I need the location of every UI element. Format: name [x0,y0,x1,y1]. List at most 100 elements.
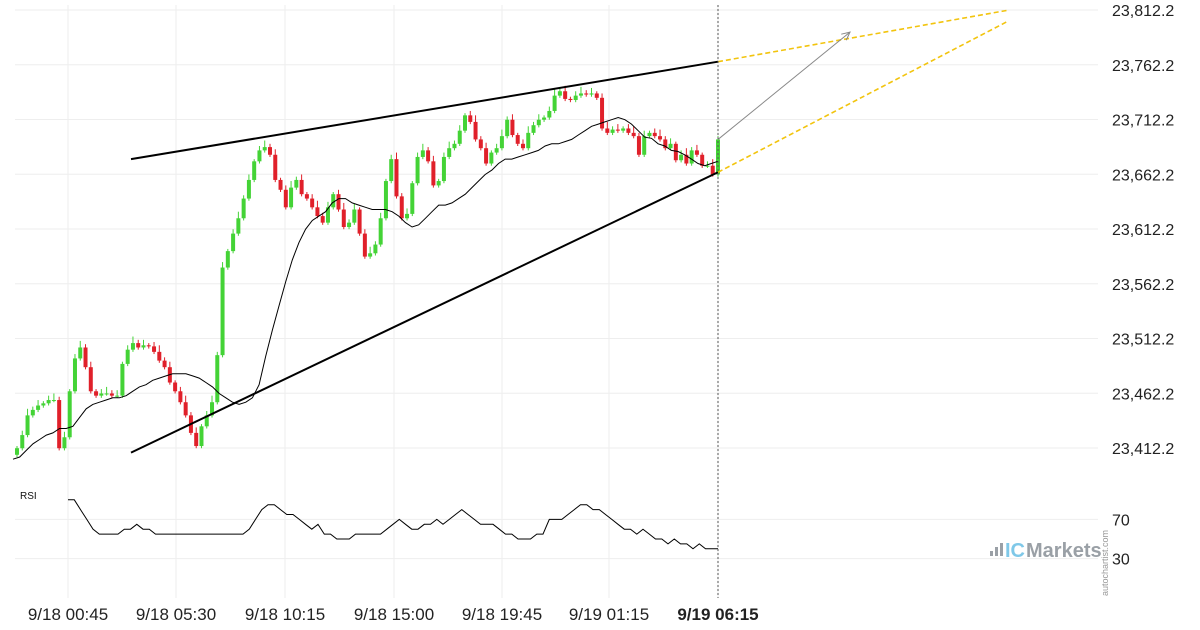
price-tick-label: 23,412.2 [1112,441,1174,458]
bull-candle [368,253,373,257]
bull-candle [547,110,552,118]
bear-candle [636,136,641,155]
bull-candle [531,125,536,133]
bull-candle [463,115,468,131]
bull-candle [542,117,547,120]
time-tick-label: 9/19 06:15 [677,605,758,624]
bear-candle [478,139,483,149]
price-tick-label: 23,812.2 [1112,3,1174,20]
bear-candle [310,198,315,208]
time-tick-label: 9/18 05:30 [136,605,216,624]
bull-candle [589,93,594,95]
bear-candle [520,143,525,149]
bull-candle [210,402,215,416]
projection-upper-line [717,9,1009,63]
bull-candle [241,198,246,219]
bear-candle [362,233,367,257]
bull-candle [420,150,425,157]
bear-candle [431,161,436,186]
bull-candle [125,349,130,364]
bear-candle [473,121,478,140]
bull-candle [331,194,336,208]
bull-candle [236,218,241,234]
bull-candle [705,165,710,167]
bull-candle [257,150,262,162]
bull-candle [231,233,236,252]
price-axis: 23,812.2 23,762.2 23,712.2 23,662.2 23,612.2… [1112,3,1174,569]
price-tick-label: 23,662.2 [1112,167,1174,184]
bull-candle [252,161,257,180]
bear-candle [700,154,705,166]
bear-candle [399,196,404,219]
projection-lower-line [717,20,1009,173]
bear-candle [484,148,489,164]
rsi-panel: RSI [20,491,718,550]
logo-bar [995,547,998,556]
bull-candle [552,95,557,111]
bull-candle [489,152,494,164]
bull-candle [573,95,578,101]
bull-candle [41,403,46,406]
bear-candle [394,159,399,197]
bear-candle [173,382,178,392]
bull-candle [347,222,352,228]
bull-candle [557,91,562,96]
bull-candle [621,128,626,131]
bear-candle [336,194,341,210]
bull-candle [104,393,109,395]
bull-candle [578,93,583,96]
time-tick-label: 9/18 15:00 [354,605,434,624]
time-tick-label: 9/19 01:15 [569,605,649,624]
bull-candle [30,409,35,416]
logo-bar [1000,543,1003,556]
bull-candle [67,391,72,438]
bear-candle [626,128,631,133]
bull-candle [642,136,647,155]
bull-candle [20,435,25,449]
bear-candle [267,147,272,155]
bull-candle [51,400,56,402]
bear-candle [83,347,88,368]
rising-wedge-pattern [130,9,1009,454]
bear-candle [652,132,657,137]
bull-candle [378,218,383,245]
bull-candle [441,156,446,182]
bull-candle [225,251,230,268]
bull-candle [389,159,394,182]
bull-candle [505,119,510,137]
bear-candle [94,391,99,396]
bull-candle [383,181,388,219]
bull-candle [499,136,504,149]
time-tick-label: 9/18 10:15 [245,605,325,624]
icmarkets-watermark: IC Markets autochartist.com [990,530,1110,596]
bear-candle [510,119,515,136]
price-tick-label: 23,562.2 [1112,277,1174,294]
bear-candle [568,98,573,101]
bull-candle [220,267,225,356]
rsi-line [68,499,718,550]
bull-candle [294,179,299,188]
bear-candle [684,154,689,164]
bear-candle [584,93,589,95]
bear-candle [88,367,93,392]
bull-candle [246,179,251,199]
logo-bar [990,551,993,556]
grid-lines [15,5,1098,598]
bull-candle [679,154,684,161]
bear-candle [278,179,283,190]
rsi-label: RSI [20,491,37,502]
bull-candle [215,355,220,403]
bear-candle [673,143,678,161]
candles [15,85,720,457]
bear-candle [468,115,473,122]
bull-candle [415,156,420,184]
bear-candle [194,432,199,447]
bear-candle [426,150,431,162]
bear-candle [57,400,62,449]
bear-candle [631,132,636,137]
bull-candle [526,132,531,149]
price-tick-label: 23,462.2 [1112,386,1174,403]
moving-average-path [12,116,719,460]
price-tick-label: 23,512.2 [1112,332,1174,349]
